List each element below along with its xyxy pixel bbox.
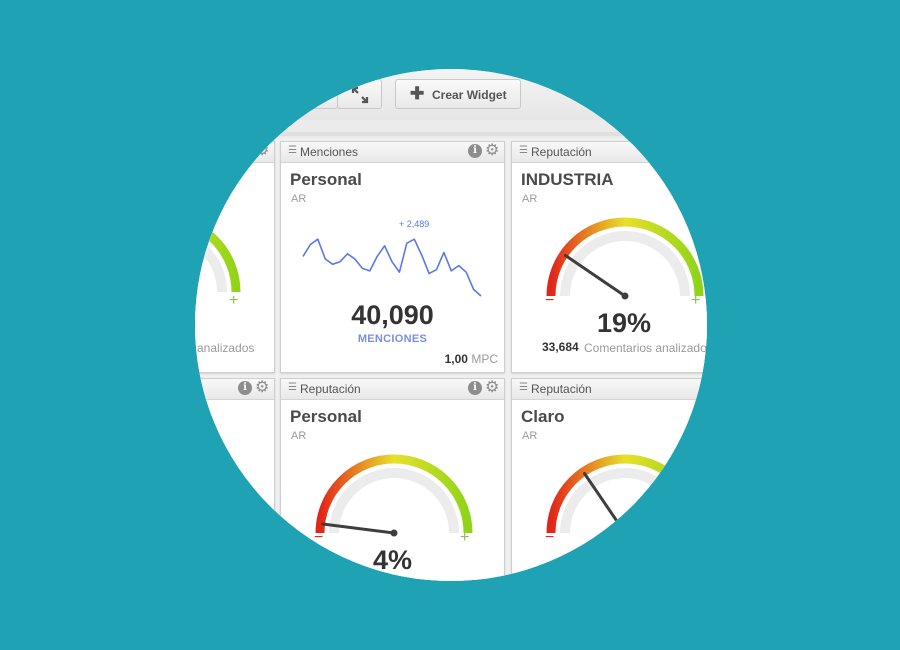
widget-header: i ⚙ [195,379,274,400]
gauge-minus: − [545,529,555,546]
widget-title: Reputación [300,382,361,396]
comments-label: analizados [197,341,255,355]
toolbar-strip [195,120,707,140]
info-icon[interactable]: i [238,381,252,395]
expand-icon [351,86,369,104]
country-code: AR [291,193,307,205]
widget-header: ☰ Reputación [512,142,707,163]
sparkline-path [302,238,482,297]
gear-icon[interactable]: ⚙ [485,379,500,396]
mentions-sparkline [302,238,482,297]
gauge-needle [321,522,396,535]
gauge-hub [390,529,398,537]
brand-name: Claro [521,407,565,426]
mentions-total: 40,090 [351,300,434,330]
gauge-minus: − [545,292,555,309]
reputation-gauge [546,454,704,537]
info-icon[interactable]: i [468,144,482,158]
widget-header: ☰ Menciones i ⚙ [281,142,504,163]
gauge-plus: + [229,292,239,309]
gauge-arc [546,454,704,534]
widget-header: ☰ Reputación [512,379,707,400]
country-code: AR [522,193,538,205]
gear-icon[interactable]: ⚙ [255,142,270,159]
create-widget-button[interactable]: ✚ Crear Widget [395,79,521,109]
gauge-arc [315,454,473,534]
drag-handle-icon[interactable]: ☰ [519,382,528,393]
country-code: AR [522,430,538,442]
reputation-gauge [546,217,704,300]
reputation-gauge [315,454,473,537]
gauge-inner [560,231,690,297]
create-widget-label: Crear Widget [432,88,507,102]
gauge-hub [621,292,629,300]
widget-reputation-personal: ☰ Reputación i ⚙ Personal AR − + 4% [280,378,505,581]
widget-title: Reputación [531,145,592,159]
mpc-value: 1,00 MPC [444,352,498,366]
gauge-plus: + [460,529,470,546]
gauge-needle [583,472,627,535]
widget-reputation-industria: ☰ Reputación INDUSTRIA AR − + 19% 33,684… [511,141,707,373]
gauge-inner [560,468,690,534]
drag-handle-icon[interactable]: ☰ [288,145,297,156]
widget-header: ⚙ [195,142,274,163]
brand-name: Personal [290,407,362,426]
gear-icon[interactable]: ⚙ [485,142,500,159]
widget-reputation-left-top: ⚙ + analizados [195,141,275,373]
drag-handle-icon[interactable]: ☰ [288,382,297,393]
brand-name: INDUSTRIA [521,170,614,189]
info-icon[interactable]: i [468,381,482,395]
gauge-needle [564,254,627,298]
toolbar-button-left[interactable] [290,79,338,109]
mentions-label: MENCIONES [357,333,428,345]
peak-label: + 2,489 [399,219,430,229]
widget-mentions: ☰ Menciones i ⚙ Personal AR + 2,489 40,0… [280,141,505,373]
gauge-hub [621,529,629,537]
reputation-gauge [195,220,241,293]
reputation-percent: 19% [596,308,652,338]
gauge-arc [546,217,704,297]
widget-reputation-claro: ☰ Reputación Claro AR − [511,378,707,581]
widget-left-bottom: i ⚙ [195,378,275,581]
reputation-percent: 4% [372,545,413,575]
brand-name: Personal [290,170,362,189]
widget-header: ☰ Reputación i ⚙ [281,379,504,400]
country-code: AR [291,430,307,442]
plus-icon: ✚ [410,84,425,103]
comments-count: 33,684 [542,340,579,354]
widget-title: Menciones [300,145,359,159]
spotlight-circle: ✚ Crear Widget ⚙ + analizados ☰ Mencione… [195,69,707,581]
widget-title: Reputación [531,382,592,396]
drag-handle-icon[interactable]: ☰ [519,145,528,156]
comments-label: Comentarios analizados [584,341,707,355]
gauge-inner [329,468,459,534]
expand-button[interactable] [337,79,382,109]
gauge-minus: − [314,529,324,546]
gauge-plus: + [691,292,701,309]
gear-icon[interactable]: ⚙ [255,379,270,396]
